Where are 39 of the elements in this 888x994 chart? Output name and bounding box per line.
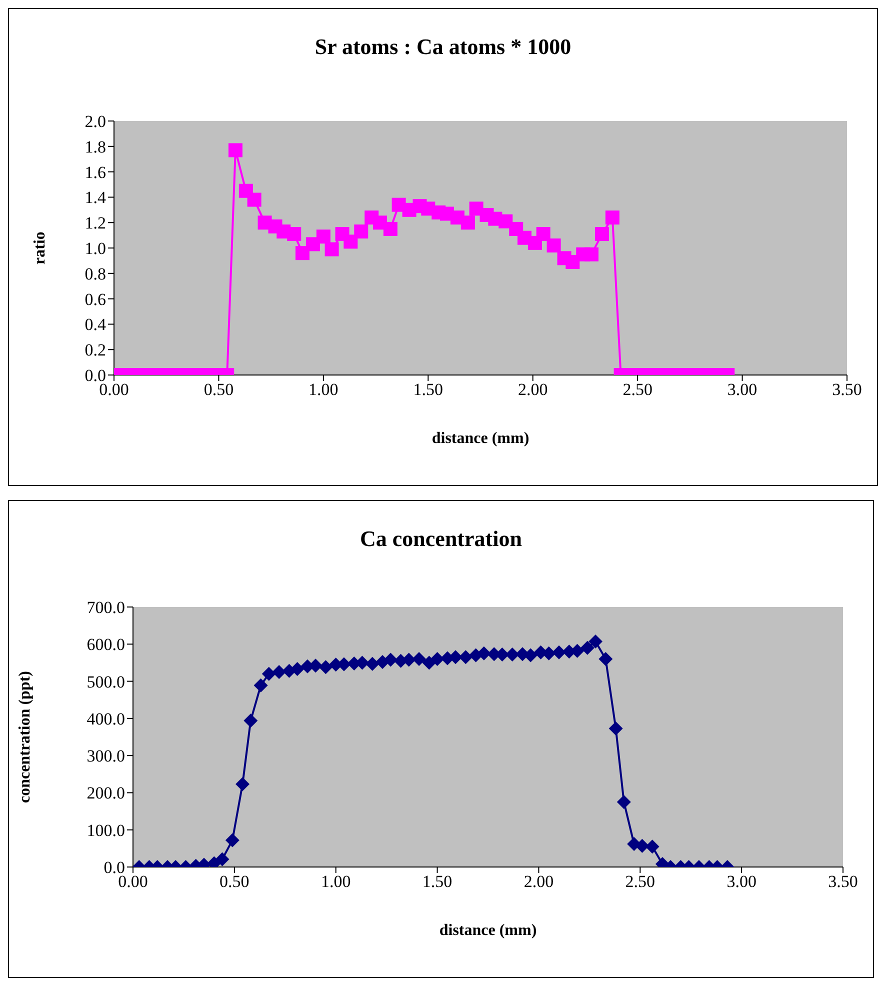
x-axis-title: distance (mm) — [439, 922, 537, 939]
x-tick-label: 2.00 — [518, 380, 548, 400]
y-tick-label: 400.0 — [86, 709, 125, 728]
y-tick-label: 500.0 — [86, 672, 125, 692]
y-axis-title: concentration (ppt) — [16, 671, 34, 803]
x-tick-label: 3.00 — [726, 872, 756, 892]
y-tick-label: 1.2 — [84, 214, 106, 233]
y-axis-title: ratio — [32, 232, 49, 264]
x-tick-label: 3.00 — [727, 380, 758, 400]
y-tick-label: 600.0 — [86, 635, 125, 654]
x-tick-label: 2.50 — [625, 872, 656, 892]
x-tick-label: 2.50 — [622, 380, 652, 400]
x-tick-label: 1.50 — [422, 872, 452, 892]
x-tick-label: 0.00 — [118, 872, 148, 892]
x-tick-label: 0.50 — [220, 872, 250, 892]
y-tick-label: 2.0 — [84, 112, 106, 132]
y-tick-label: 0.2 — [84, 340, 106, 360]
chart-title: Ca concentration — [359, 526, 523, 552]
x-tick-label: 0.00 — [99, 380, 129, 400]
chart-title: Sr atoms : Ca atoms * 1000 — [314, 34, 572, 60]
y-tick-label: 1.0 — [84, 239, 106, 258]
y-tick-label: 700.0 — [86, 598, 125, 618]
y-tick-label: 1.4 — [84, 188, 106, 208]
x-tick-label: 1.50 — [413, 380, 444, 400]
x-tick-label: 2.00 — [524, 872, 554, 892]
y-tick-label: 300.0 — [86, 746, 125, 766]
x-tick-label: 0.50 — [204, 380, 234, 400]
x-tick-label: 1.00 — [320, 872, 351, 892]
x-tick-label: 3.50 — [832, 380, 862, 400]
y-tick-label: 0.6 — [84, 290, 106, 309]
x-tick-label: 1.00 — [308, 380, 338, 400]
y-tick-label: 0.4 — [84, 315, 106, 334]
y-tick-label: 100.0 — [86, 820, 125, 840]
y-tick-label: 1.6 — [84, 162, 106, 182]
x-axis-title: distance (mm) — [432, 430, 530, 447]
x-tick-label: 3.50 — [828, 872, 858, 892]
y-tick-label: 0.8 — [84, 264, 106, 284]
y-tick-label: 200.0 — [86, 784, 125, 803]
y-tick-label: 1.8 — [84, 137, 106, 156]
